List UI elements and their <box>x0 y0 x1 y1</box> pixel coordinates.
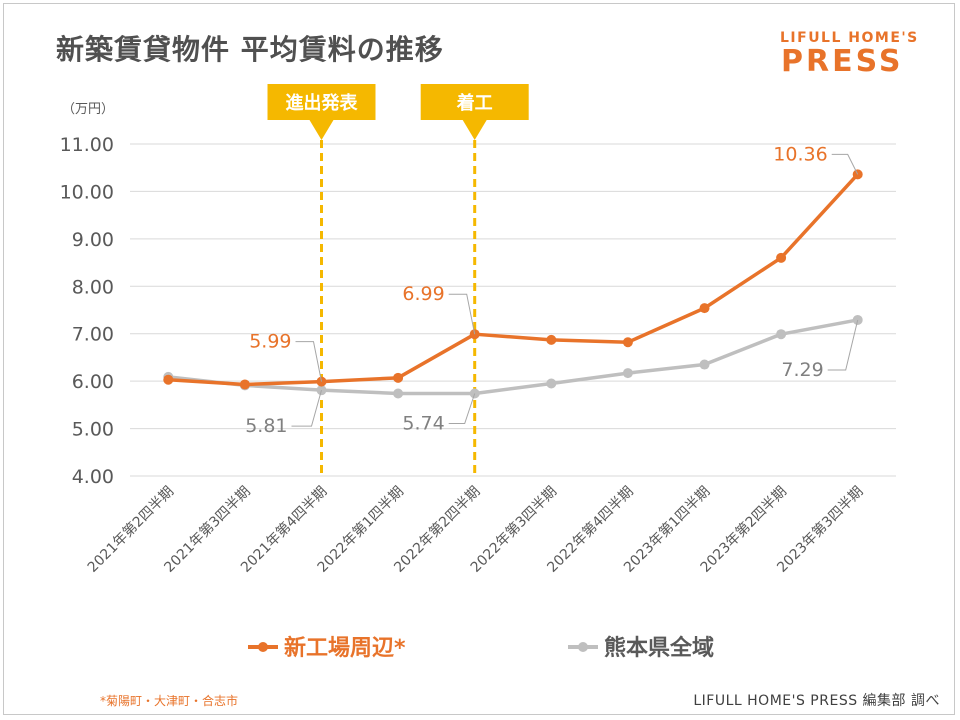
y-unit-label: （万円） <box>62 102 114 117</box>
event-arrow <box>462 120 487 140</box>
source-credit: LIFULL HOME'S PRESS 編集部 調べ <box>693 693 940 709</box>
data-point <box>546 378 557 389</box>
chart-frame <box>3 3 955 715</box>
data-label: 10.36 <box>773 143 827 165</box>
data-point <box>699 359 710 370</box>
data-point <box>239 379 250 390</box>
data-point <box>776 329 787 340</box>
data-label-leader <box>448 293 476 335</box>
data-point <box>546 334 557 345</box>
data-label-leader <box>448 393 476 424</box>
data-point <box>393 372 404 383</box>
data-point <box>776 252 787 263</box>
y-tick-label: 7.00 <box>72 324 114 346</box>
data-label: 7.29 <box>781 359 823 381</box>
y-tick-label: 4.00 <box>72 466 114 488</box>
logo-brand-text: LIFULL HOME'S <box>780 30 919 46</box>
legend-swatch-point <box>258 642 268 652</box>
data-label-leader <box>291 390 322 427</box>
y-tick-label: 8.00 <box>72 276 114 298</box>
data-point <box>622 368 633 379</box>
legend-swatch-point <box>578 642 588 652</box>
legend-label: 熊本県全域 <box>604 635 714 661</box>
logo-press-text: PRESS <box>781 44 904 79</box>
event-label: 進出発表 <box>286 92 359 114</box>
data-label-leader <box>831 153 859 175</box>
y-tick-label: 10.00 <box>60 181 114 203</box>
data-point <box>163 374 174 385</box>
data-label: 5.99 <box>249 331 291 353</box>
data-label-leader <box>295 341 322 382</box>
event-label: 着工 <box>456 92 493 114</box>
y-tick-label: 11.00 <box>60 134 114 156</box>
series-line <box>168 318 859 396</box>
data-point <box>393 388 404 399</box>
event-label-box <box>420 84 529 120</box>
event-label-box <box>267 84 376 120</box>
y-tick-label: 6.00 <box>72 371 114 393</box>
legend-label: 新工場周辺* <box>284 635 406 661</box>
data-label: 5.81 <box>245 415 287 437</box>
event-arrow <box>309 120 334 140</box>
footnote: *菊陽町・大津町・合志市 <box>100 694 239 708</box>
page-title: 新築賃貸物件 平均賃料の推移 <box>56 33 444 66</box>
y-tick-label: 9.00 <box>72 229 114 251</box>
data-point <box>622 337 633 348</box>
y-tick-label: 5.00 <box>72 419 114 441</box>
data-label-leader <box>827 319 859 371</box>
data-label: 5.74 <box>402 412 444 434</box>
series-line <box>168 173 859 387</box>
data-point <box>699 303 710 314</box>
data-label: 6.99 <box>402 283 444 305</box>
